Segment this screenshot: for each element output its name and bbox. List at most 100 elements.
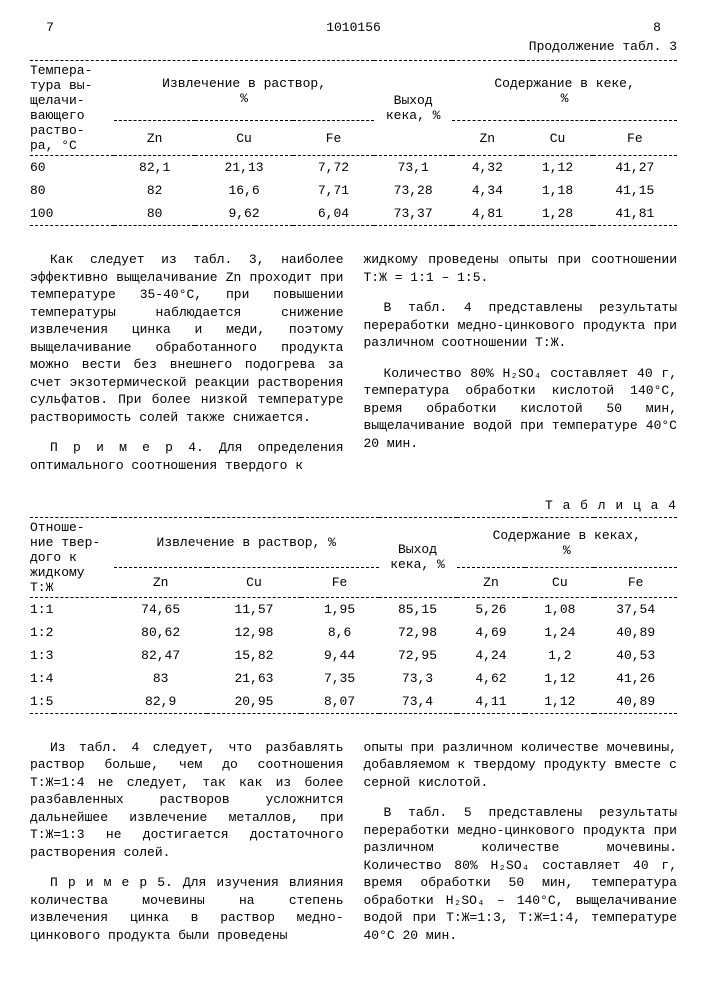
table-cell: 83 [114,667,207,690]
t3-rowhead-l4: вающего [30,108,85,123]
table-cell: 5,26 [457,597,526,621]
table-cell: 1,12 [522,156,592,180]
text1-right: жидкому проведены опыты при соотношении … [364,238,678,488]
t3-sub-fe2: Fe [593,121,677,156]
t3-rowhead-unit: °C [61,138,77,153]
table-cell: 4,24 [457,644,526,667]
t4-group2-title: Содержание в кеках, [493,528,641,543]
table-cell: 41,27 [593,156,677,180]
table-cell: 85,15 [379,597,457,621]
text1-left-p1: Как следует из табл. 3, наиболее эффекти… [30,251,344,426]
table-cell: 15,82 [207,644,300,667]
text1-left: Как следует из табл. 3, наиболее эффекти… [30,238,344,488]
table-cell: 6,04 [293,202,374,226]
table-cell: 21,63 [207,667,300,690]
table-cell: 82,47 [114,644,207,667]
t3-mid-col: Выход кека, % [374,61,452,156]
table-cell: 12,98 [207,621,300,644]
table-cell: 8,6 [301,621,379,644]
table-cell: 73,37 [374,202,452,226]
table-cell: 1:1 [30,597,114,621]
text1-right-p2: В табл. 4 представлены результаты перера… [364,299,678,352]
table-cell: 74,65 [114,597,207,621]
table-cell: 4,81 [452,202,522,226]
text2-right-p2: В табл. 5 представлены результаты перера… [364,804,678,944]
page-left: 7 [30,20,70,35]
table-cell: 1,95 [301,597,379,621]
t3-sub-cu1: Cu [195,121,293,156]
table-cell: 8,07 [301,690,379,714]
t4-sub-cu2: Cu [525,568,594,597]
text1-right-p1: жидкому проведены опыты при соотношении … [364,251,678,286]
table-cell: 4,32 [452,156,522,180]
table-cell: 37,54 [594,597,677,621]
table-cell: 9,62 [195,202,293,226]
table4-caption: Т а б л и ц а 4 [30,498,677,513]
table-cell: 73,4 [379,690,457,714]
table-cell: 4,34 [452,179,522,202]
t4-sub-zn1: Zn [114,568,207,597]
text2-right-p1: опыты при различном количестве мочевины,… [364,739,678,792]
table-cell: 41,81 [593,202,677,226]
t4-sub-fe1: Fe [301,568,379,597]
table-cell: 4,69 [457,621,526,644]
t4-sub-cu1: Cu [207,568,300,597]
t3-sub-cu2: Cu [522,121,592,156]
table-cell: 72,95 [379,644,457,667]
t3-rowhead-l1: Темпера- [30,63,92,78]
table-cell: 1,12 [525,690,594,714]
table-cell: 4,11 [457,690,526,714]
table-row: 1:382,4715,829,4472,954,241,240,53 [30,644,677,667]
table-cell: 41,26 [594,667,677,690]
table-cell: 7,35 [301,667,379,690]
doc-number: 1010156 [70,20,637,35]
table-cell: 100 [30,202,114,226]
table-cell: 1:2 [30,621,114,644]
table-cell: 1,24 [525,621,594,644]
table-cell: 1:4 [30,667,114,690]
table-cell: 16,6 [195,179,293,202]
table-row: 1:48321,637,3573,34,621,1241,26 [30,667,677,690]
table-cell: 82,1 [114,156,195,180]
table-cell: 72,98 [379,621,457,644]
table-cell: 73,1 [374,156,452,180]
t4-rowhead-l1: Отноше- [30,520,85,535]
t4-rowhead-l3: дого к [30,550,77,565]
table-cell: 40,53 [594,644,677,667]
table-cell: 7,71 [293,179,374,202]
table-cell: 1:3 [30,644,114,667]
page-header: 7 1010156 8 [30,20,677,35]
table-cell: 1,08 [525,597,594,621]
t3-group2-title: Содержание в кеке, [494,76,634,91]
t4-rowhead-l2: ние твер- [30,535,100,550]
t3-sub-zn1: Zn [114,121,195,156]
t3-sub-fe1: Fe [293,121,374,156]
table-row: 808216,67,7173,284,341,1841,15 [30,179,677,202]
table-cell: 40,89 [594,690,677,714]
table-cell: 82 [114,179,195,202]
table3: Темпера- тура вы- щелачи- вающего раство… [30,60,677,226]
t4-mid-col: Выход кека, % [379,517,457,597]
table-cell: 82,9 [114,690,207,714]
text2-left: Из табл. 4 следует, что разбавлять раств… [30,726,344,958]
table-cell: 9,44 [301,644,379,667]
t3-group2-unit: % [561,91,569,106]
text1-right-p3: Количество 80% H₂SO₄ составляет 40 г, те… [364,365,678,453]
table-cell: 73,3 [379,667,457,690]
table-cell: 20,95 [207,690,300,714]
table-row: 6082,121,137,7273,14,321,1241,27 [30,156,677,180]
t3-group1-title: Извлечение в раствор, [162,76,326,91]
t3-group1-unit: % [240,91,248,106]
text-block-1: Как следует из табл. 3, наиболее эффекти… [30,238,677,488]
table-cell: 60 [30,156,114,180]
t4-rowhead-l5: Т:Ж [30,580,53,595]
table-cell: 41,15 [593,179,677,202]
table-row: 1:582,920,958,0773,44,111,1240,89 [30,690,677,714]
table-cell: 1,12 [525,667,594,690]
page-right: 8 [637,20,677,35]
text-block-2: Из табл. 4 следует, что разбавлять раств… [30,726,677,958]
text2-left-p2: П р и м е р 5. Для изучения влияния коли… [30,874,344,944]
table-row: 1:280,6212,988,672,984,691,2440,89 [30,621,677,644]
t3-rowhead-l6: ра, [30,138,53,153]
t4-group1-title: Извлечение в раствор, % [114,517,379,568]
